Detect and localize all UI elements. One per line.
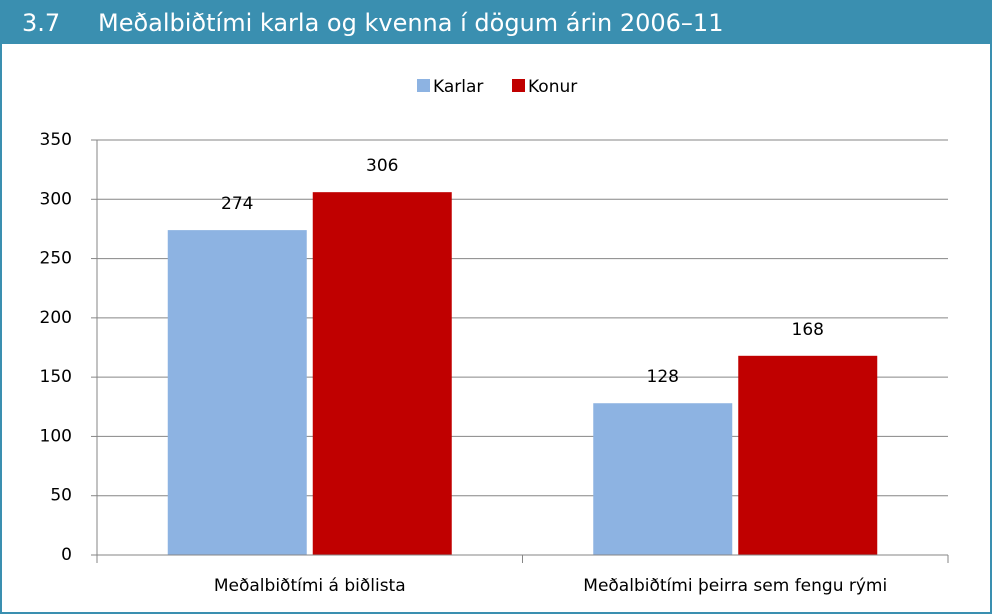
legend-swatch (417, 79, 430, 92)
value-label: 128 (647, 367, 679, 387)
y-tick-label: 350 (40, 130, 72, 150)
y-tick-label: 100 (40, 426, 72, 446)
x-tick-label: Meðalbiðtími á biðlista (214, 576, 406, 596)
y-tick-label: 250 (40, 249, 72, 269)
bar (312, 192, 452, 555)
bar (167, 230, 307, 555)
bar (593, 403, 733, 555)
legend-label: Konur (528, 77, 577, 97)
value-label: 274 (221, 194, 253, 214)
legend-swatch (512, 79, 525, 92)
legend-label: Karlar (433, 77, 483, 97)
chart-title: Meðalbiðtími karla og kvenna í dögum ári… (98, 9, 723, 37)
value-label: 306 (366, 156, 398, 176)
figure-number: 3.7 (22, 9, 60, 37)
y-tick-label: 200 (40, 308, 72, 328)
x-tick-label: Meðalbiðtími þeirra sem fengu rými (583, 576, 887, 596)
y-tick-label: 150 (40, 367, 72, 387)
header-bar (0, 0, 992, 44)
bar (738, 355, 878, 555)
y-tick-label: 0 (61, 545, 72, 565)
value-label: 168 (792, 320, 824, 340)
y-tick-label: 50 (50, 486, 72, 506)
y-tick-label: 300 (40, 189, 72, 209)
